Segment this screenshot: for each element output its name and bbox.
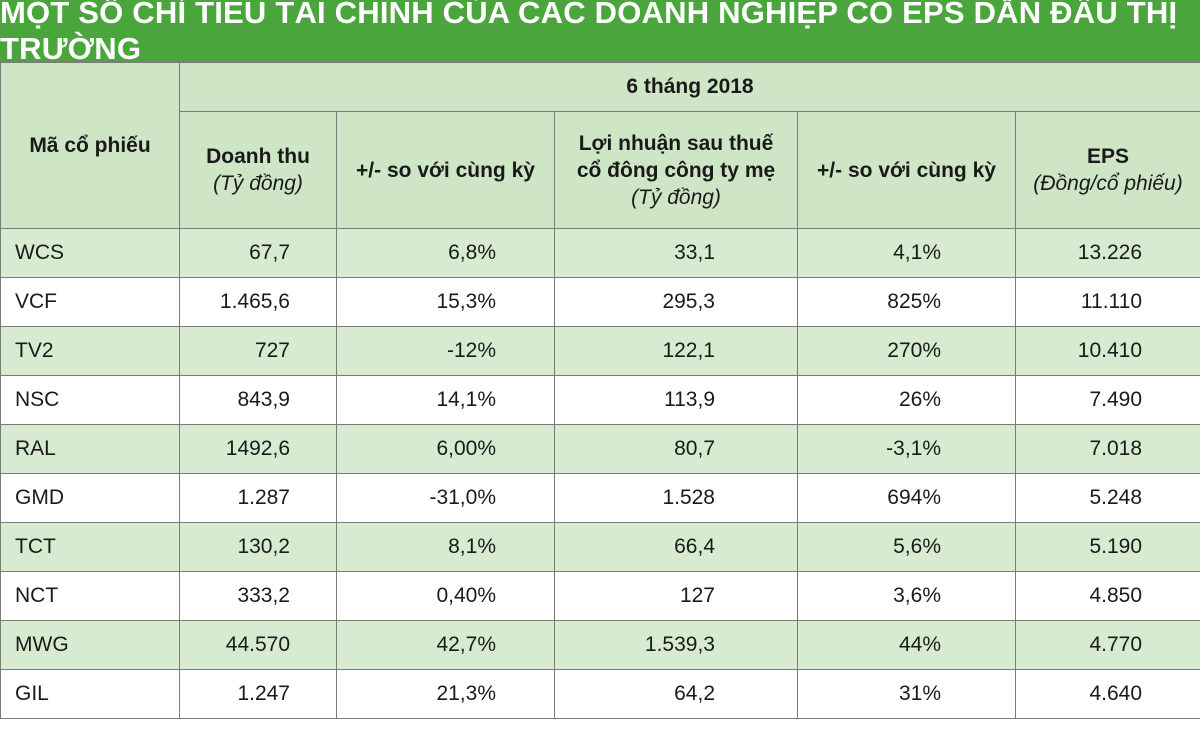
table-row: RAL 1492,6 6,00% 80,7 -3,1% 7.018 [0, 424, 1200, 474]
cell-revenue-change: -31,0% [336, 473, 555, 523]
period-header: 6 tháng 2018 [178, 62, 1200, 112]
cell-profit-change: 3,6% [797, 571, 1016, 621]
cell-profit-change: 694% [797, 473, 1016, 523]
cell-net-profit: 295,3 [554, 277, 798, 327]
cell-stock-code: VCF [0, 277, 180, 327]
table-title: MỘT SỐ CHỈ TIÊU TÀI CHÍNH CỦA CÁC DOANH … [0, 0, 1200, 66]
cell-revenue-change: 15,3% [336, 277, 555, 327]
cell-stock-code: NCT [0, 571, 180, 621]
column-header-revenue: Doanh thu (Tỷ đồng) [179, 111, 337, 229]
column-header-profit-change: +/- so với cùng kỳ [797, 111, 1016, 229]
column-header-code: Mã cổ phiếu [0, 62, 180, 229]
cell-profit-change: 31% [797, 669, 1016, 719]
cell-revenue-change: 42,7% [336, 620, 555, 670]
cell-stock-code: RAL [0, 424, 180, 474]
cell-profit-change: 4,1% [797, 228, 1016, 278]
cell-eps: 4.640 [1014, 669, 1200, 719]
table-row: NSC 843,9 14,1% 113,9 26% 7.490 [0, 375, 1200, 425]
cell-net-profit: 113,9 [554, 375, 798, 425]
column-header-unit: (Tỷ đồng) [631, 185, 721, 209]
cell-revenue: 67,7 [179, 228, 337, 278]
column-header-label: Lợi nhuận sau thuế [578, 131, 774, 155]
table-row: TV2 727 -12% 122,1 270% 10.410 [0, 326, 1200, 376]
cell-revenue: 1492,6 [179, 424, 337, 474]
cell-profit-change: 44% [797, 620, 1016, 670]
cell-profit-change: 5,6% [797, 522, 1016, 572]
column-header-unit: (Tỷ đồng) [213, 172, 303, 195]
cell-profit-change: 825% [797, 277, 1016, 327]
cell-stock-code: GIL [0, 669, 180, 719]
cell-net-profit: 64,2 [554, 669, 798, 719]
cell-revenue-change: 6,8% [336, 228, 555, 278]
cell-eps: 5.190 [1014, 522, 1200, 572]
table-row: GMD 1.287 -31,0% 1.528 694% 5.248 [0, 473, 1200, 523]
column-header-label-line2: cổ đông công ty mẹ [576, 158, 776, 182]
cell-revenue-change: -12% [336, 326, 555, 376]
column-header-net-profit: Lợi nhuận sau thuế cổ đông công ty mẹ (T… [554, 111, 798, 229]
cell-eps: 7.018 [1014, 424, 1200, 474]
cell-revenue: 1.287 [179, 473, 337, 523]
cell-revenue-change: 8,1% [336, 522, 555, 572]
column-header-unit: (Đồng/cổ phiếu) [1033, 172, 1183, 195]
table-row: WCS 67,7 6,8% 33,1 4,1% 13.226 [0, 228, 1200, 278]
cell-revenue: 333,2 [179, 571, 337, 621]
cell-revenue: 1.465,6 [179, 277, 337, 327]
cell-eps: 7.490 [1014, 375, 1200, 425]
cell-net-profit: 1.528 [554, 473, 798, 523]
cell-net-profit: 122,1 [554, 326, 798, 376]
cell-eps: 4.770 [1014, 620, 1200, 670]
table-row: GIL 1.247 21,3% 64,2 31% 4.640 [0, 669, 1200, 719]
financial-table: Mã cổ phiếu 6 tháng 2018 Doanh thu (Tỷ đ… [0, 62, 1200, 719]
column-header-label: Doanh thu [206, 145, 310, 168]
cell-net-profit: 33,1 [554, 228, 798, 278]
cell-stock-code: WCS [0, 228, 180, 278]
cell-eps: 5.248 [1014, 473, 1200, 523]
cell-net-profit: 1.539,3 [554, 620, 798, 670]
cell-eps: 10.410 [1014, 326, 1200, 376]
cell-revenue: 130,2 [179, 522, 337, 572]
cell-revenue: 44.570 [179, 620, 337, 670]
cell-stock-code: MWG [0, 620, 180, 670]
cell-eps: 13.226 [1014, 228, 1200, 278]
cell-net-profit: 80,7 [554, 424, 798, 474]
table-header: Mã cổ phiếu 6 tháng 2018 Doanh thu (Tỷ đ… [0, 62, 1200, 229]
column-header-label: +/- so với cùng kỳ [356, 158, 535, 182]
column-header-label: +/- so với cùng kỳ [817, 158, 996, 182]
cell-revenue-change: 21,3% [336, 669, 555, 719]
cell-revenue: 843,9 [179, 375, 337, 425]
column-header-eps: EPS (Đồng/cổ phiếu) [1014, 111, 1200, 229]
cell-profit-change: -3,1% [797, 424, 1016, 474]
cell-net-profit: 127 [554, 571, 798, 621]
cell-revenue-change: 14,1% [336, 375, 555, 425]
cell-stock-code: NSC [0, 375, 180, 425]
table-row: TCT 130,2 8,1% 66,4 5,6% 5.190 [0, 522, 1200, 572]
table-body: WCS 67,7 6,8% 33,1 4,1% 13.226 VCF 1.465… [0, 228, 1200, 719]
cell-stock-code: TV2 [0, 326, 180, 376]
cell-revenue: 1.247 [179, 669, 337, 719]
cell-profit-change: 270% [797, 326, 1016, 376]
cell-eps: 11.110 [1014, 277, 1200, 327]
cell-stock-code: GMD [0, 473, 180, 523]
cell-net-profit: 66,4 [554, 522, 798, 572]
column-header-revenue-change: +/- so với cùng kỳ [336, 111, 555, 229]
cell-eps: 4.850 [1014, 571, 1200, 621]
cell-revenue-change: 0,40% [336, 571, 555, 621]
table-row: VCF 1.465,6 15,3% 295,3 825% 11.110 [0, 277, 1200, 327]
cell-revenue-change: 6,00% [336, 424, 555, 474]
cell-stock-code: TCT [0, 522, 180, 572]
table-row: MWG 44.570 42,7% 1.539,3 44% 4.770 [0, 620, 1200, 670]
cell-revenue: 727 [179, 326, 337, 376]
table-row: NCT 333,2 0,40% 127 3,6% 4.850 [0, 571, 1200, 621]
cell-profit-change: 26% [797, 375, 1016, 425]
column-header-label: EPS [1087, 145, 1130, 168]
